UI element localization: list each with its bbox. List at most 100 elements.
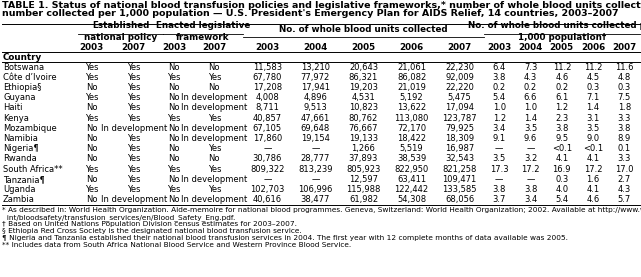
Text: 2004: 2004 — [303, 42, 328, 52]
Text: Country: Country — [3, 53, 42, 61]
Text: 19,203: 19,203 — [349, 83, 378, 92]
Text: 6.4: 6.4 — [492, 63, 506, 71]
Text: In development: In development — [181, 103, 247, 112]
Text: 86,321: 86,321 — [349, 73, 378, 82]
Text: 2006: 2006 — [399, 42, 424, 52]
Text: 9.5: 9.5 — [555, 134, 569, 143]
Text: Yes: Yes — [127, 175, 140, 184]
Text: 4.1: 4.1 — [587, 185, 599, 194]
Text: —: — — [263, 144, 272, 153]
Text: 37,893: 37,893 — [349, 154, 378, 163]
Text: —: — — [312, 175, 320, 184]
Text: Botswana: Botswana — [3, 63, 44, 71]
Text: 40,616: 40,616 — [253, 195, 282, 204]
Text: —: — — [263, 175, 272, 184]
Text: 21,019: 21,019 — [397, 83, 426, 92]
Text: 5.7: 5.7 — [618, 195, 631, 204]
Text: 22,220: 22,220 — [445, 83, 474, 92]
Text: 10,823: 10,823 — [349, 103, 378, 112]
Text: * As described in: World Health Organization. Aide-memoire for national blood pr: * As described in: World Health Organiza… — [2, 207, 641, 213]
Text: In development: In development — [181, 124, 247, 133]
Text: Kenya: Kenya — [3, 114, 29, 123]
Text: Established
national policy: Established national policy — [84, 21, 157, 42]
Text: 67,780: 67,780 — [253, 73, 282, 82]
Text: 63,411: 63,411 — [397, 175, 426, 184]
Text: † Based on United Nations Population Division census estimates for 2003–2007.: † Based on United Nations Population Div… — [2, 221, 297, 227]
Text: 113,080: 113,080 — [394, 114, 429, 123]
Text: No: No — [208, 63, 220, 71]
Text: Uganda: Uganda — [3, 185, 35, 194]
Text: Yes: Yes — [85, 63, 98, 71]
Text: 9.0: 9.0 — [587, 134, 599, 143]
Text: 813,239: 813,239 — [298, 165, 333, 174]
Text: 3.4: 3.4 — [524, 195, 537, 204]
Text: <0.1: <0.1 — [583, 144, 603, 153]
Text: 3.8: 3.8 — [524, 185, 537, 194]
Text: 3.3: 3.3 — [618, 154, 631, 163]
Text: Yes: Yes — [208, 165, 221, 174]
Text: No: No — [169, 144, 180, 153]
Text: 67,105: 67,105 — [253, 124, 282, 133]
Text: 0.3: 0.3 — [555, 175, 569, 184]
Text: No: No — [86, 154, 97, 163]
Text: 3.8: 3.8 — [555, 124, 569, 133]
Text: 69,648: 69,648 — [301, 124, 330, 133]
Text: 3.5: 3.5 — [524, 124, 537, 133]
Text: 77,972: 77,972 — [301, 73, 330, 82]
Text: No: No — [169, 83, 180, 92]
Text: 4,896: 4,896 — [303, 93, 328, 102]
Text: Yes: Yes — [127, 63, 140, 71]
Text: Yes: Yes — [85, 165, 98, 174]
Text: —: — — [495, 175, 503, 184]
Text: 2.3: 2.3 — [555, 114, 569, 123]
Text: 19,154: 19,154 — [301, 134, 330, 143]
Text: Yes: Yes — [85, 185, 98, 194]
Text: 11.6: 11.6 — [615, 63, 633, 71]
Text: 809,322: 809,322 — [250, 165, 285, 174]
Text: ** Includes data from South Africa National Blood Service and Western Province B: ** Includes data from South Africa Natio… — [2, 242, 351, 248]
Text: 821,258: 821,258 — [442, 165, 477, 174]
Text: No: No — [86, 103, 97, 112]
Text: 106,996: 106,996 — [298, 185, 333, 194]
Text: 92,009: 92,009 — [445, 73, 474, 82]
Text: 9.6: 9.6 — [524, 134, 537, 143]
Text: 1.2: 1.2 — [555, 103, 569, 112]
Text: 6.6: 6.6 — [524, 93, 537, 102]
Text: 3.8: 3.8 — [492, 73, 506, 82]
Text: 3.1: 3.1 — [587, 114, 600, 123]
Text: Yes: Yes — [127, 165, 140, 174]
Text: 3.8: 3.8 — [618, 124, 631, 133]
Text: Nigeria¶: Nigeria¶ — [3, 144, 38, 153]
Text: No: No — [169, 103, 180, 112]
Text: 38,539: 38,539 — [397, 154, 426, 163]
Text: 5.4: 5.4 — [555, 195, 569, 204]
Text: 2006: 2006 — [581, 42, 605, 52]
Text: 21,061: 21,061 — [397, 63, 426, 71]
Text: 822,950: 822,950 — [394, 165, 429, 174]
Text: 1.2: 1.2 — [493, 114, 506, 123]
Text: 54,308: 54,308 — [397, 195, 426, 204]
Text: 5.4: 5.4 — [493, 93, 506, 102]
Text: 2005: 2005 — [550, 42, 574, 52]
Text: Yes: Yes — [85, 93, 98, 102]
Text: 11.2: 11.2 — [553, 63, 571, 71]
Text: 13,210: 13,210 — [301, 63, 330, 71]
Text: 2.7: 2.7 — [618, 175, 631, 184]
Text: 4.3: 4.3 — [524, 73, 537, 82]
Text: 1.4: 1.4 — [524, 114, 537, 123]
Text: 7.1: 7.1 — [587, 93, 600, 102]
Text: 8.9: 8.9 — [618, 134, 631, 143]
Text: 4.0: 4.0 — [555, 185, 569, 194]
Text: 4.1: 4.1 — [587, 154, 599, 163]
Text: 1.0: 1.0 — [493, 103, 506, 112]
Text: Mozambique: Mozambique — [3, 124, 57, 133]
Text: 72,170: 72,170 — [397, 124, 426, 133]
Text: 0.1: 0.1 — [618, 144, 631, 153]
Text: 3.4: 3.4 — [492, 124, 506, 133]
Text: Yes: Yes — [208, 185, 221, 194]
Text: 61,982: 61,982 — [349, 195, 378, 204]
Text: 18,309: 18,309 — [445, 134, 474, 143]
Text: ¶ Nigeria and Tanzania established their national blood transfusion services in : ¶ Nigeria and Tanzania established their… — [2, 235, 568, 241]
Text: In development: In development — [101, 124, 167, 133]
Text: 12,597: 12,597 — [349, 175, 378, 184]
